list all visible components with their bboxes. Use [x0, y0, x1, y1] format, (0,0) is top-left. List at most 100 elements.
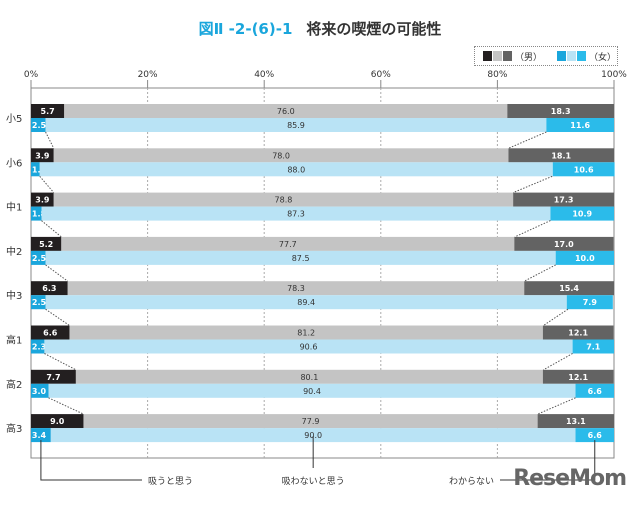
x-tick-label: 100%: [601, 70, 627, 80]
connector-line: [537, 397, 576, 415]
data-label: 81.2: [297, 329, 315, 338]
data-label: 10.6: [574, 165, 594, 174]
data-label: 78.8: [275, 196, 293, 205]
legend-male-label: （男）: [515, 53, 543, 63]
bar-female-nosmoke: [50, 428, 576, 443]
data-label: 87.3: [287, 210, 305, 219]
bar-male-smoke: [31, 148, 54, 163]
connector-line: [543, 353, 573, 371]
connector-line: [45, 264, 69, 282]
data-label: 6.6: [588, 387, 603, 396]
bar-female-nosmoke: [45, 118, 547, 132]
bar-male-nosmoke: [75, 369, 543, 384]
bar-male-smoke: [31, 414, 84, 429]
category-label: 高1: [6, 334, 22, 347]
bar-male-nosmoke: [61, 236, 515, 251]
bar-female-nosmoke: [45, 250, 556, 265]
x-tick-label: 20%: [138, 70, 158, 80]
bar-male-unknown: [513, 192, 614, 207]
data-label: 1.8: [32, 210, 47, 219]
bar-female-unknown: [546, 118, 614, 132]
callout-line: [40, 440, 142, 481]
x-tick-label: 80%: [487, 70, 507, 80]
data-label: 80.1: [300, 373, 318, 382]
data-label: 78.0: [272, 151, 290, 160]
data-label: 2.3: [32, 343, 46, 352]
bar-female-nosmoke: [44, 339, 573, 354]
data-label: 11.6: [570, 121, 590, 130]
legend-swatch-female-smoke: [557, 51, 566, 61]
data-label: 6.6: [43, 329, 58, 338]
data-label: 5.7: [41, 107, 55, 116]
connector-line: [508, 131, 547, 149]
data-label: 2.5: [32, 298, 47, 307]
segment-label: わからない: [449, 476, 494, 487]
data-label: 17.3: [554, 196, 574, 205]
data-label: 7.1: [586, 343, 601, 352]
data-label: 18.3: [551, 107, 571, 116]
bar-male-nosmoke: [53, 148, 509, 163]
data-label: 18.1: [551, 151, 571, 160]
data-label: 9.0: [50, 417, 65, 426]
bar-female-unknown: [552, 162, 615, 177]
data-label: 90.0: [304, 431, 322, 440]
bar-male-smoke: [31, 192, 54, 207]
connector-line: [45, 131, 55, 149]
callout-line: [500, 440, 596, 481]
data-label: 12.1: [568, 373, 588, 382]
bar-female-smoke: [31, 383, 49, 398]
bar-female-unknown: [550, 206, 614, 221]
bar-female-unknown: [555, 250, 614, 265]
bar-male-unknown: [542, 369, 614, 384]
data-label: 7.9: [583, 298, 598, 307]
data-label: 77.9: [302, 417, 320, 426]
legend-swatch-male-smoke: [483, 51, 492, 61]
bar-female-smoke: [31, 118, 46, 132]
bar-female-nosmoke: [48, 383, 576, 398]
data-label: 5.2: [39, 240, 53, 249]
data-label: 76.0: [277, 107, 295, 116]
category-label: 小5: [6, 113, 22, 125]
connector-line: [543, 308, 569, 326]
x-tick-label: 60%: [371, 70, 391, 80]
bar-male-unknown: [542, 325, 614, 340]
bar-female-nosmoke: [39, 162, 553, 177]
data-label: 2.5: [32, 254, 47, 263]
bar-female-smoke: [31, 162, 40, 177]
data-label: 78.3: [287, 284, 305, 293]
bar-female-unknown: [575, 383, 614, 398]
connector-line: [44, 353, 77, 371]
brand-watermark: ReseMom: [513, 466, 627, 491]
bar-female-unknown: [566, 295, 613, 310]
bar-male-smoke: [31, 325, 70, 340]
data-label: 13.1: [566, 417, 586, 426]
data-label: 12.1: [568, 329, 588, 338]
data-label: 77.7: [279, 240, 297, 249]
title-text: 将来の喫煙の可能性: [306, 20, 442, 38]
bar-female-smoke: [31, 295, 46, 310]
segment-label: 吸うと思う: [148, 476, 193, 487]
connector-line: [41, 220, 62, 238]
bar-female-nosmoke: [45, 295, 567, 310]
data-label: 7.7: [46, 373, 60, 382]
connector-line: [39, 175, 55, 193]
bar-male-nosmoke: [83, 414, 538, 429]
connector-line: [45, 308, 70, 326]
category-label: 高2: [6, 378, 22, 391]
bar-female-smoke: [31, 206, 42, 221]
plot-frame: [30, 87, 615, 459]
data-label: 6.3: [42, 284, 56, 293]
data-label: 90.4: [303, 387, 321, 396]
data-label: 85.9: [287, 121, 305, 130]
bar-male-unknown: [507, 104, 614, 118]
data-label: 89.4: [297, 298, 315, 307]
data-label: 88.0: [287, 165, 305, 174]
data-label: 2.5: [32, 121, 47, 130]
data-label: 6.6: [588, 431, 603, 440]
bar-female-nosmoke: [41, 206, 551, 221]
bar-female-smoke: [31, 428, 51, 443]
data-label: 3.0: [32, 387, 47, 396]
data-label: 87.5: [292, 254, 310, 263]
